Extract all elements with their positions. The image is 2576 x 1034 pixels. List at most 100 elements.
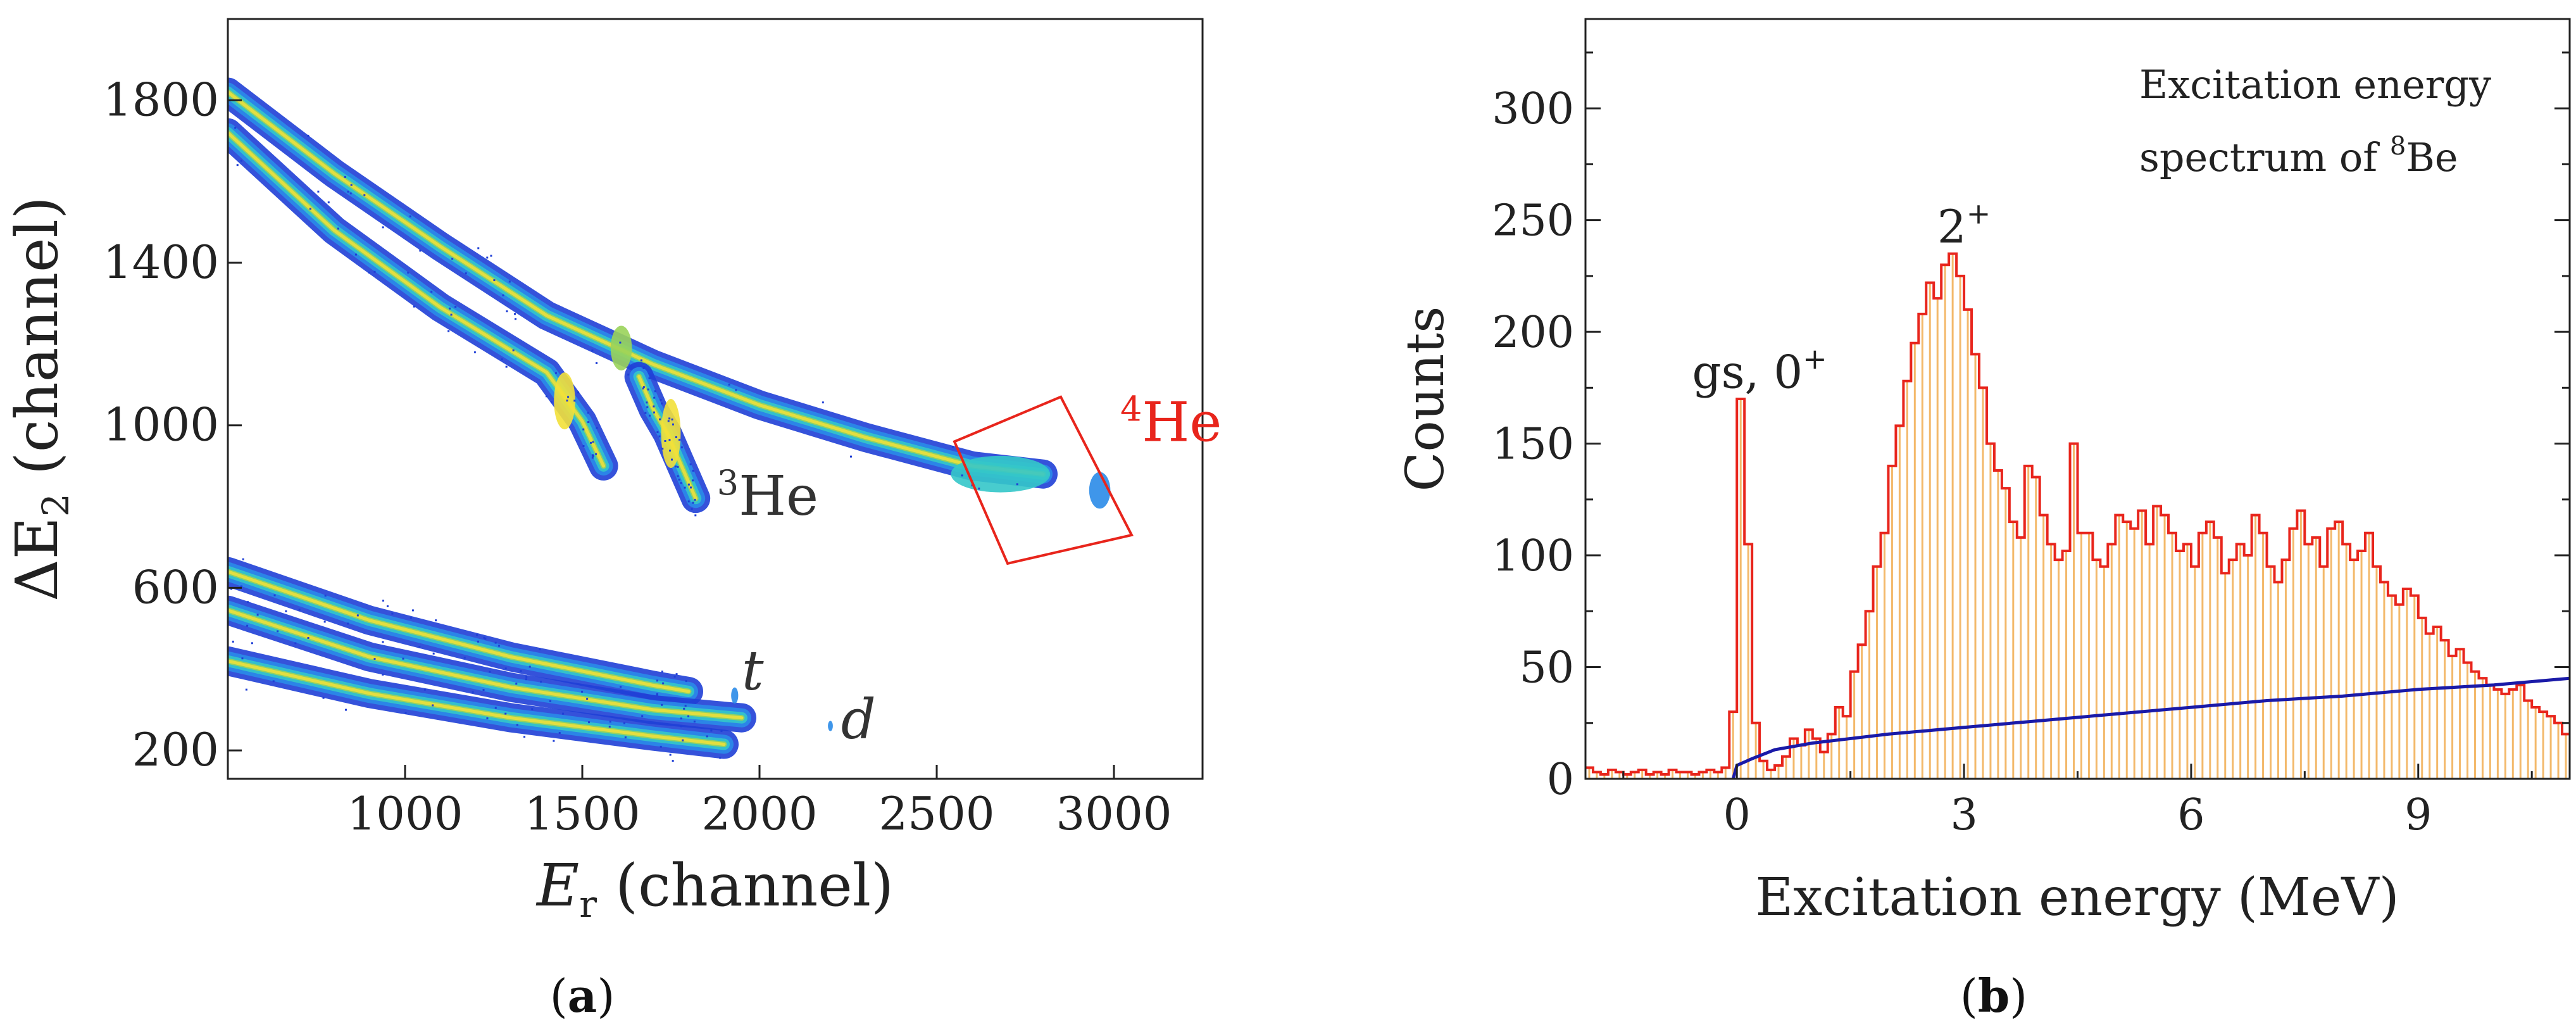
scatter-dot <box>627 374 630 376</box>
scatter-dot <box>978 488 980 490</box>
a-plot-area <box>228 77 1134 762</box>
scatter-dot <box>644 412 647 414</box>
scatter-dot <box>683 707 685 710</box>
band-4He-layer-0 <box>228 77 1058 489</box>
band-4He-ridge-core <box>228 131 606 468</box>
panel-a: 1000 1500 2000 2500 3000 200 600 1000 1400 1800 4… <box>3 18 1222 1023</box>
scatter-dot <box>641 715 644 717</box>
scatter-dot <box>555 372 558 374</box>
scatter-dot <box>404 712 407 714</box>
scatter-dot <box>643 366 646 369</box>
scatter-dot <box>692 501 694 504</box>
scatter-dot <box>514 313 516 315</box>
scatter-dot <box>951 446 954 448</box>
annotation-super: + <box>1966 196 1991 230</box>
scatter-dot <box>242 558 244 560</box>
scatter-dot <box>501 358 503 360</box>
scatter-dot <box>656 679 659 682</box>
scatter-dot <box>309 208 311 210</box>
scatter-dot <box>514 318 516 320</box>
b-xtick-label: 0 <box>1723 790 1751 840</box>
scatter-dot <box>411 609 414 612</box>
scatter-dot <box>484 638 487 640</box>
scatter-dot <box>591 454 594 457</box>
a-ylabel: ΔE2 (channel) <box>3 196 77 602</box>
scatter-dot <box>504 667 507 670</box>
scatter-dot <box>382 673 384 676</box>
scatter-dot <box>671 418 673 420</box>
a-panel-label: (a) <box>550 969 615 1023</box>
scatter-dot <box>472 691 474 693</box>
scatter-dot <box>285 610 287 612</box>
b-ytick-label: 50 <box>1519 643 1574 693</box>
scatter-dot <box>664 439 666 442</box>
scatter-dot <box>685 680 687 683</box>
scatter-dot <box>430 291 433 293</box>
scatter-dot <box>515 683 518 685</box>
band-t-core <box>228 570 691 693</box>
scatter-dot <box>246 601 249 603</box>
band-4He-layer-3 <box>228 89 1046 477</box>
scatter-dot <box>531 708 534 710</box>
scatter-dot <box>669 753 672 756</box>
scatter-dot <box>674 465 677 468</box>
scatter-dot <box>504 712 507 715</box>
scatter-dot <box>668 450 671 452</box>
band-4He-layer-2 <box>228 86 1049 480</box>
a-data-layer <box>228 77 1134 762</box>
scatter-dot <box>694 498 696 501</box>
scatter-dot <box>350 184 353 186</box>
scatter-dot <box>477 247 480 249</box>
scatter-dot <box>347 191 349 193</box>
a-ytick-label: 1800 <box>103 73 219 126</box>
scatter-dot <box>675 673 678 676</box>
a-axis-frame <box>227 18 1204 780</box>
blob-0 <box>951 455 1051 493</box>
scatter-dot <box>642 386 645 388</box>
scatter-dot <box>391 612 394 615</box>
scatter-dot <box>680 446 683 449</box>
scatter-dot <box>477 640 479 643</box>
scatter-dot <box>373 270 376 273</box>
scatter-dot <box>550 401 553 403</box>
scatter-dot <box>450 313 453 316</box>
scatter-dot <box>693 721 696 723</box>
label-text: He <box>739 465 818 528</box>
scatter-dot <box>272 680 275 683</box>
scatter-dot <box>623 722 626 724</box>
scatter-dot <box>694 514 697 517</box>
scatter-dot <box>592 455 594 457</box>
histogram-step <box>1585 252 2570 776</box>
scatter-dot <box>689 463 692 465</box>
scatter-dot <box>423 688 426 691</box>
scatter-dot <box>482 689 485 691</box>
label-4he-text: He <box>1142 391 1222 455</box>
scatter-dot <box>402 657 404 660</box>
scatter-dot <box>677 465 679 468</box>
scatter-dot <box>354 253 357 256</box>
scatter-dot <box>587 421 590 424</box>
scatter-dot <box>684 486 686 489</box>
scatter-dot <box>545 395 547 398</box>
scatter-dot <box>245 688 247 691</box>
scatter-dot <box>668 439 671 441</box>
b-xtick-label: 9 <box>2404 790 2432 840</box>
scatter-dot <box>251 642 253 645</box>
scatter-dot <box>653 396 656 399</box>
scatter-dot <box>1016 483 1018 486</box>
scatter-dot <box>483 636 485 639</box>
scatter-dot <box>382 226 384 229</box>
scatter-dot <box>419 249 422 252</box>
scatter-dot <box>486 717 489 719</box>
label-He-0: 3He <box>717 463 818 528</box>
scatter-dot <box>512 349 515 351</box>
scatter-dot <box>516 724 518 726</box>
b-ytick-label: 0 <box>1547 755 1574 805</box>
scatter-dot <box>661 671 663 673</box>
gate-4he-box <box>953 395 1134 565</box>
scatter-dot <box>486 256 489 259</box>
scatter-dot <box>589 441 592 444</box>
scatter-dot <box>720 730 723 733</box>
